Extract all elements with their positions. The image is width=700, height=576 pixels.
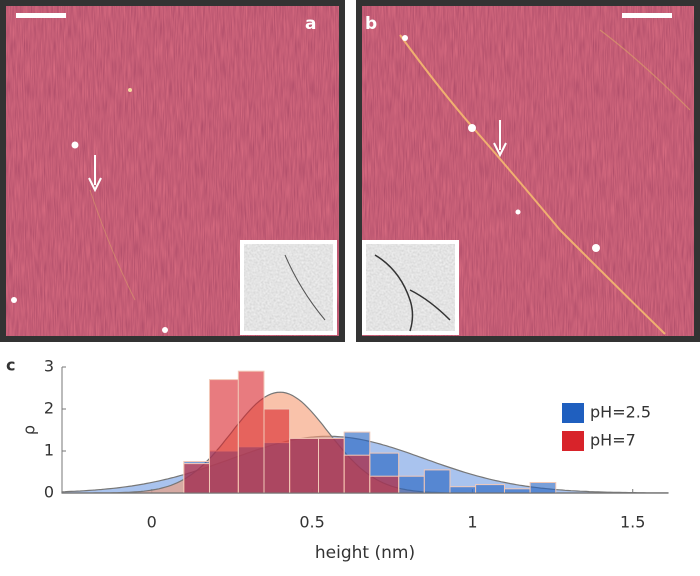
- bar: [423, 469, 451, 494]
- x-tick-label: 0: [147, 513, 157, 532]
- x-axis-label: height (nm): [315, 543, 415, 563]
- panel-label: a: [305, 14, 316, 34]
- bar: [237, 370, 265, 494]
- bar: [208, 379, 239, 494]
- y-tick-label: 1: [44, 441, 54, 460]
- bar: [289, 437, 320, 494]
- afm-image-b: b: [356, 0, 700, 342]
- legend-label: pH=2.5: [590, 403, 651, 422]
- bar: [183, 463, 210, 494]
- legend-swatch: [562, 403, 584, 423]
- legend-swatch: [562, 431, 584, 451]
- panel-label: b: [365, 14, 377, 34]
- bar: [475, 484, 505, 494]
- bar: [503, 488, 531, 494]
- bar: [529, 482, 557, 494]
- bar: [263, 408, 291, 494]
- x-tick-label: 1: [467, 513, 477, 532]
- histogram-chart: c ρ height (nm) 0 1 2 3 0 0.5 1 1.5 pH=2.5 pH=7: [6, 356, 669, 563]
- y-tick-label: 0: [44, 483, 54, 502]
- y-axis-label: ρ: [20, 425, 39, 435]
- bar: [369, 475, 400, 494]
- x-tick-label: 0.5: [299, 513, 324, 532]
- panel-label: c: [6, 356, 15, 375]
- afm-image-a: a: [0, 0, 345, 342]
- bar: [343, 454, 371, 494]
- y-tick-label: 3: [44, 357, 54, 376]
- bar: [398, 475, 425, 494]
- x-tick-label: 1.5: [620, 513, 645, 532]
- legend-label: pH=7: [590, 431, 636, 450]
- bar: [318, 437, 345, 494]
- y-tick-label: 2: [44, 399, 54, 418]
- bar: [449, 486, 477, 494]
